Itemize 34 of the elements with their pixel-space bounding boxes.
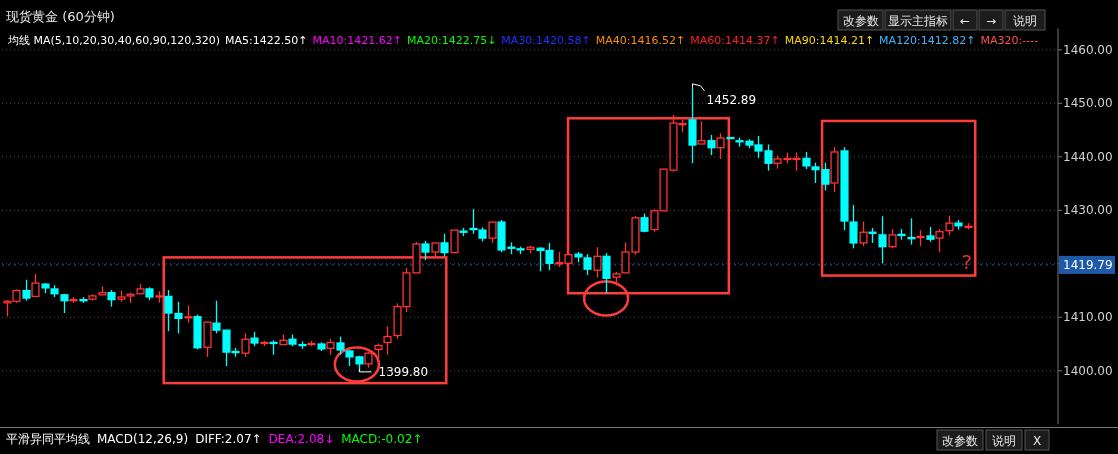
annotation: MA5:1422.50↑	[225, 34, 308, 47]
annotation: MA90:1414.21↑	[784, 34, 875, 47]
text: 改参数	[842, 13, 879, 28]
annotation: MA10:1421.62↑	[312, 34, 402, 47]
annotation: MA40:1416.52↑	[595, 34, 686, 47]
y-tick-label: 1400.00	[1063, 363, 1113, 378]
text: DIFF:2.07↑	[195, 432, 262, 446]
text: 说明	[992, 433, 1016, 448]
annotation: 1399.80	[378, 364, 429, 379]
annotation: MA30:1420.58↑	[501, 34, 591, 47]
chart-title: 现货黄金 (60分钟)	[6, 9, 115, 24]
text: 说明	[1013, 13, 1037, 28]
ref-line-label: 1419.79	[1063, 258, 1113, 273]
annotation: MA60:1414.37↑	[690, 34, 780, 47]
annotation: ?	[961, 250, 973, 275]
text: X	[1032, 433, 1042, 448]
text: 平滑异同平均线	[6, 432, 90, 446]
y-tick-label: 1460.00	[1063, 42, 1113, 57]
y-tick-label: 1440.00	[1063, 149, 1113, 164]
text: MACD(12,26,9)	[97, 432, 189, 446]
annotation: MA120:1412.82↑	[879, 34, 976, 47]
annotation: 均线 MA(5,10,20,30,40,60,90,120,320)	[7, 34, 221, 47]
y-tick-label: 1430.00	[1063, 203, 1113, 218]
text: 改参数	[942, 433, 978, 448]
text: 显示主指标	[888, 13, 948, 28]
annotation: 1452.89	[706, 92, 757, 107]
y-tick-label: 1450.00	[1063, 96, 1113, 111]
text: DEA:2.08↓	[268, 432, 335, 446]
annotation: MA320:----	[980, 34, 1039, 47]
annotation: MA20:1422.75↓	[406, 34, 497, 47]
text: →	[985, 13, 997, 28]
text: MACD:-0.02↑	[341, 432, 423, 446]
y-tick-label: 1410.00	[1063, 310, 1113, 325]
text: ←	[959, 13, 971, 28]
